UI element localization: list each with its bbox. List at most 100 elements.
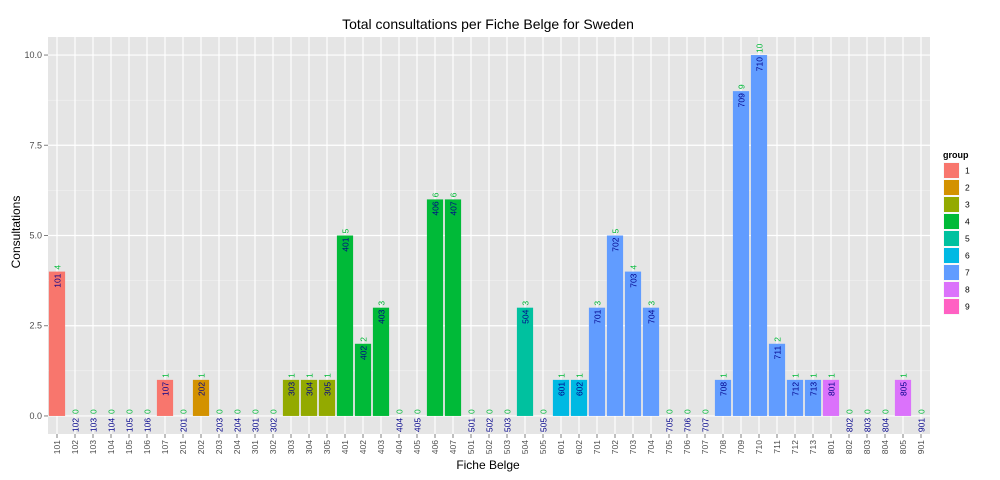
legend: group 1 2 3 4 5 6 7 8 9 [942, 150, 970, 316]
bar-category-label: 201 [179, 418, 189, 432]
x-tick-label: 405 [412, 440, 422, 454]
x-tick-label: 704 [646, 440, 656, 454]
bar-value-label: 0 [125, 409, 135, 414]
bar-value-label: 1 [305, 373, 315, 378]
bar-value-label: 2 [359, 337, 369, 342]
x-tick-label: 202 [196, 440, 206, 454]
bar-category-label: 805 [899, 382, 909, 396]
bar-category-label: 204 [233, 418, 243, 432]
x-axis: 101 102 103 104 105 106 107 201 202 203 204 301 302 3… [52, 434, 926, 454]
bar-category-label: 203 [215, 418, 225, 432]
legend-label: 4 [965, 217, 970, 227]
bar-category-label: 713 [809, 382, 819, 396]
bar-value-label: 1 [287, 373, 297, 378]
bar [606, 235, 624, 416]
bar-value-label: 0 [845, 409, 855, 414]
bar-category-label: 104 [107, 418, 117, 432]
x-tick-label: 201 [178, 440, 188, 454]
bar-value-label: 0 [71, 409, 81, 414]
bar-value-label: 1 [197, 373, 207, 378]
bar-value-label: 0 [485, 409, 495, 414]
x-tick-label: 304 [304, 440, 314, 454]
x-tick-label: 401 [340, 440, 350, 454]
bar [804, 379, 822, 416]
x-tick-label: 101 [52, 440, 62, 454]
bar-category-label: 503 [503, 418, 513, 432]
x-tick-label: 901 [916, 440, 926, 454]
bar [282, 379, 300, 416]
bar-value-label: 9 [737, 84, 747, 89]
bar [768, 343, 786, 416]
bar-value-label: 0 [269, 409, 279, 414]
bar [300, 379, 318, 416]
x-tick-label: 105 [124, 440, 134, 454]
bar-category-label: 405 [413, 418, 423, 432]
bar-category-label: 711 [773, 346, 783, 360]
x-tick-label: 802 [844, 440, 854, 454]
legend-key [944, 163, 959, 178]
y-tick-label: 0.0 [29, 411, 42, 421]
bar-value-label: 0 [701, 409, 711, 414]
bar-category-label: 501 [467, 418, 477, 432]
x-tick-label: 602 [574, 440, 584, 454]
bar-category-label: 202 [197, 382, 207, 396]
bar-value-label: 0 [89, 409, 99, 414]
x-tick-label: 403 [376, 440, 386, 454]
x-tick-label: 503 [502, 440, 512, 454]
bar-category-label: 406 [431, 201, 441, 215]
bar-value-label: 0 [863, 409, 873, 414]
bar-category-label: 101 [53, 273, 63, 287]
x-tick-label: 104 [106, 440, 116, 454]
x-tick-label: 204 [232, 440, 242, 454]
x-tick-label: 402 [358, 440, 368, 454]
bar [822, 379, 840, 416]
x-tick-label: 406 [430, 440, 440, 454]
bar-value-label: 0 [233, 409, 243, 414]
x-tick-label: 305 [322, 440, 332, 454]
x-tick-label: 407 [448, 440, 458, 454]
x-axis-label: Fiche Belge [456, 458, 520, 472]
bar-value-label: 5 [341, 229, 351, 234]
bar-category-label: 710 [755, 57, 765, 71]
x-tick-label: 702 [610, 440, 620, 454]
legend-label: 1 [965, 166, 970, 176]
x-tick-label: 707 [700, 440, 710, 454]
legend-title: group [943, 150, 969, 160]
bar-value-label: 5 [611, 229, 621, 234]
y-axis: 0.0 2.5 5.0 7.5 10.0 [24, 50, 48, 421]
bar [570, 379, 588, 416]
bar-category-label: 802 [845, 418, 855, 432]
legend-label: 2 [965, 183, 970, 193]
bar-category-label: 801 [827, 382, 837, 396]
legend-key [944, 265, 959, 280]
x-tick-label: 601 [556, 440, 566, 454]
bar-value-label: 3 [593, 301, 603, 306]
bar-value-label: 3 [521, 301, 531, 306]
bar [192, 379, 210, 416]
x-tick-label: 501 [466, 440, 476, 454]
x-tick-label: 505 [538, 440, 548, 454]
x-tick-label: 805 [898, 440, 908, 454]
bar [426, 199, 444, 416]
x-tick-label: 706 [682, 440, 692, 454]
bar-category-label: 102 [71, 418, 81, 432]
legend-key [944, 180, 959, 195]
x-tick-label: 708 [718, 440, 728, 454]
bar [714, 379, 732, 416]
bar-category-label: 712 [791, 382, 801, 396]
bar-category-label: 106 [143, 418, 153, 432]
bar [48, 271, 66, 416]
bar-value-label: 0 [179, 409, 189, 414]
bar-category-label: 404 [395, 418, 405, 432]
bar-value-label: 4 [629, 265, 639, 270]
bar [372, 307, 390, 416]
legend-key [944, 214, 959, 229]
y-tick-label: 5.0 [29, 231, 42, 241]
y-axis-label: Consultations [9, 196, 23, 269]
x-tick-label: 705 [664, 440, 674, 454]
bar [732, 91, 750, 416]
bar-value-label: 0 [107, 409, 117, 414]
bar-category-label: 105 [125, 418, 135, 432]
bar [516, 307, 534, 416]
bar-category-label: 402 [359, 346, 369, 360]
